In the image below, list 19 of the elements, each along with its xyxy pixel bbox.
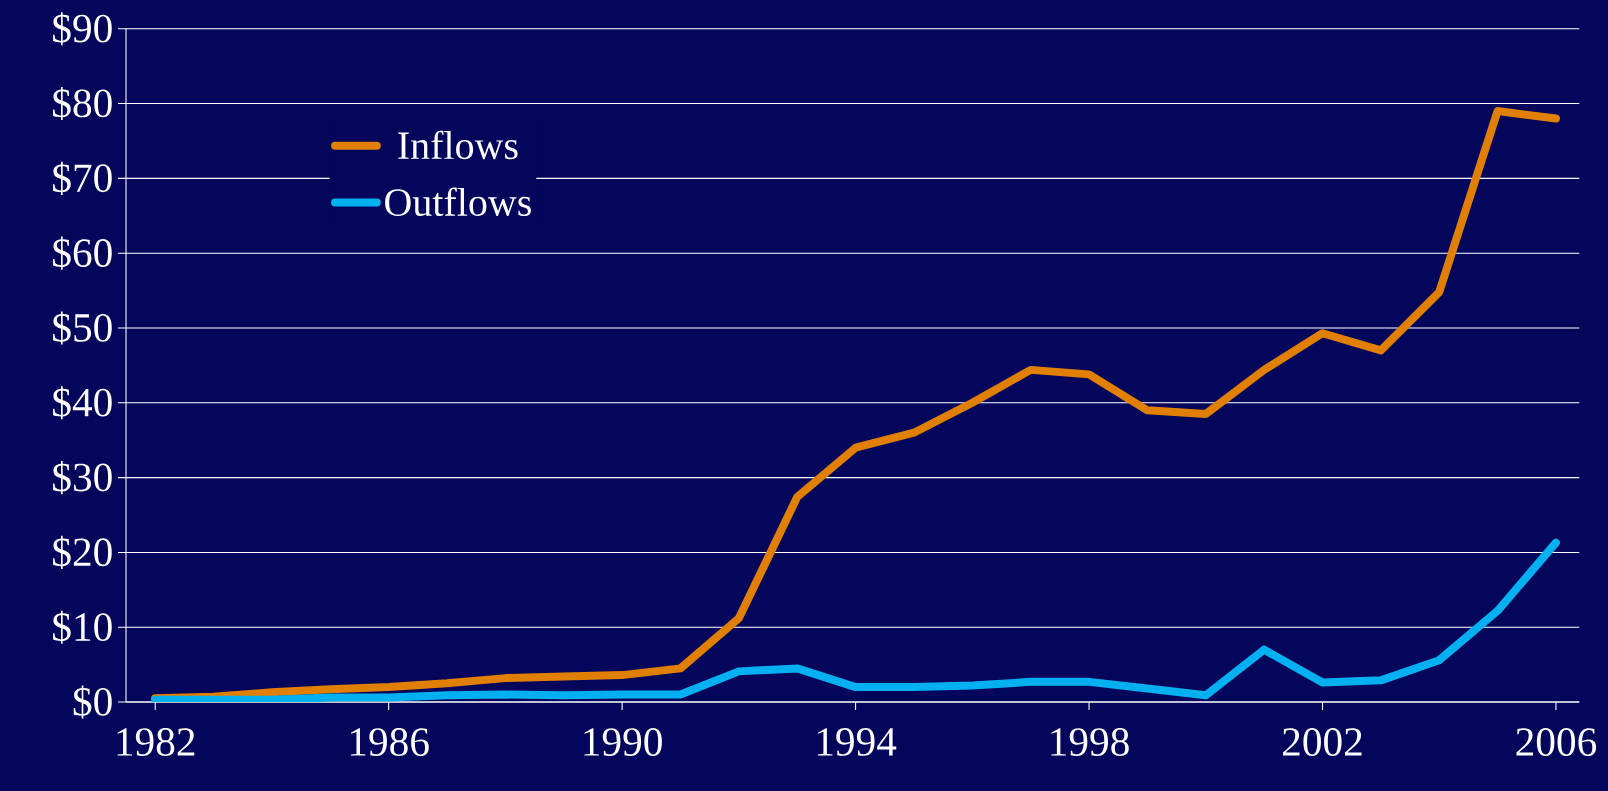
y-tick-label: $60 xyxy=(53,236,112,270)
x-tick-label: 1990 xyxy=(584,728,662,756)
x-tick-label: 2002 xyxy=(1282,728,1362,756)
y-tick-label: $50 xyxy=(53,311,112,345)
y-tick-label: $70 xyxy=(53,161,112,195)
y-tick-label: $20 xyxy=(53,535,112,569)
legend-label: Inflows xyxy=(398,130,518,160)
y-tick-label: $80 xyxy=(53,87,112,121)
x-tick-label: 1982 xyxy=(117,728,195,756)
x-tick-label: 1998 xyxy=(1051,728,1129,756)
y-tick-label: $40 xyxy=(53,386,112,420)
y-tick-label: $90 xyxy=(53,12,112,46)
legend-label: Outflows xyxy=(385,187,531,217)
y-tick-label: $30 xyxy=(53,461,112,495)
x-tick-label: 1986 xyxy=(350,728,429,756)
y-tick-label: $0 xyxy=(73,685,112,719)
y-tick-label: $10 xyxy=(53,610,112,644)
x-tick-label: 1994 xyxy=(817,728,897,756)
x-tick-label: 2006 xyxy=(1516,728,1597,756)
